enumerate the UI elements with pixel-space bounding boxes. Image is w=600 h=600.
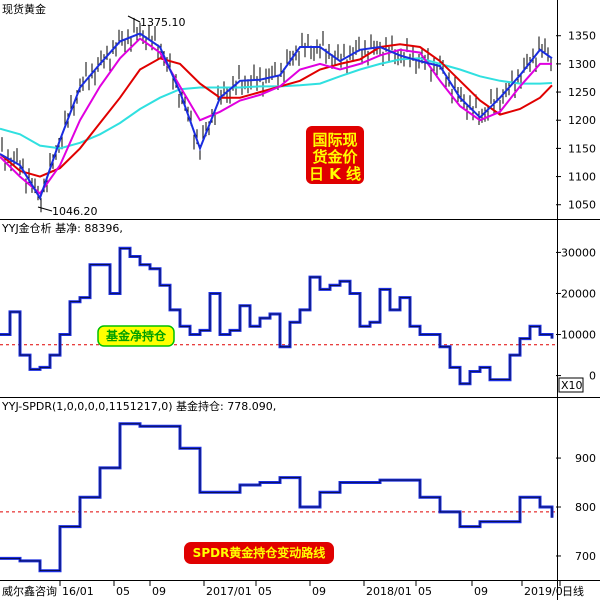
moving-average-line (0, 37, 552, 195)
date-tick-label: 05 (418, 585, 432, 598)
spdr-tick-label: 800 (575, 501, 596, 514)
moving-average-line (0, 43, 553, 178)
date-tick-label: 05 (258, 585, 272, 598)
net-position-panel: 0 10000 20000 30000 (0, 246, 596, 386)
price-tick-label: 1150 (568, 142, 596, 155)
date-tick-label: 日线 (562, 584, 584, 598)
date-tick-label: 2019/0 (524, 585, 563, 598)
source-label: 威尔鑫咨询 (2, 584, 57, 598)
price-tick-label: 1350 (568, 30, 596, 43)
net-position-tick-label: 20000 (561, 287, 596, 300)
spdr-label-box (184, 542, 334, 564)
price-line (0, 32, 553, 201)
net-position-line-core (0, 248, 553, 385)
date-tick-label: 2018/01 (366, 585, 412, 598)
date-axis: 16/01 05 09 2017/01 05 09 2018/01 05 09 2019/0 日线 (59, 581, 584, 598)
price-tick-label: 1050 (568, 199, 596, 212)
low-label: 1046.20 (52, 205, 98, 218)
panel2-title: YYJ金仓析 基净: 88396, (1, 221, 123, 235)
date-tick-label: 09 (312, 585, 326, 598)
price-tick-label: 1200 (568, 114, 596, 127)
annotation-line-1: 国际现 (312, 131, 357, 149)
price-tick-label: 1100 (568, 171, 596, 184)
spdr-tick-label: 900 (575, 452, 596, 465)
annotation-line-2: 货金价 (312, 148, 358, 166)
price-panel: 1050 1100 1150 1200 1250 1300 1350 (0, 15, 596, 213)
spdr-holdings-line-core (0, 423, 553, 571)
net-position-label-box (97, 325, 175, 347)
annotation-line-3: 日 K 线 (309, 165, 361, 183)
unit-label: X10 (561, 379, 583, 392)
date-tick-label: 2017/01 (206, 585, 252, 598)
panel3-title: YYJ-SPDR(1,0,0,0,0,1151217,0) 基金持仓: 778.… (1, 399, 276, 413)
net-position-label: 基金净持仓 (105, 328, 167, 343)
spdr-label: SPDR黄金持仓变动路线 (193, 545, 326, 560)
panel1-title: 现货黄金 (2, 2, 46, 16)
moving-average-line (0, 57, 553, 150)
date-tick-label: 09 (152, 585, 166, 598)
unit-box (558, 377, 584, 393)
high-label: 1375.10 (140, 16, 186, 29)
low-pointer (37, 206, 53, 212)
net-position-tick-label: 30000 (561, 246, 596, 259)
net-position-tick-label: 0 (589, 370, 596, 383)
price-tick-label: 1300 (568, 58, 596, 71)
annotation-box (306, 126, 364, 184)
spdr-tick-label: 700 (575, 550, 596, 563)
net-position-tick-label: 10000 (561, 329, 596, 342)
date-tick-label: 05 (116, 585, 130, 598)
net-position-line (0, 246, 554, 386)
high-pointer (127, 15, 141, 23)
spdr-panel: 700 800 900 (0, 422, 596, 573)
date-tick-label: 09 (474, 585, 488, 598)
price-tick-label: 1250 (568, 86, 596, 99)
date-tick-label: 16/01 (62, 585, 94, 598)
